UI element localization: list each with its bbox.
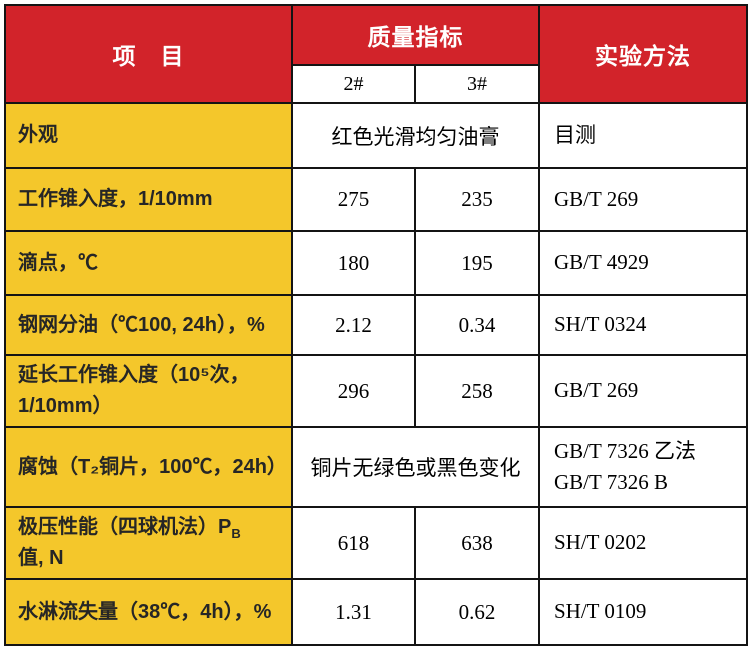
- row-corrosion: 腐蚀（T₂铜片，100℃，24h） 铜片无绿色或黑色变化 GB/T 7326 乙…: [4, 426, 748, 508]
- row-water-washout-label: 水淋流失量（38℃，4h），%: [4, 578, 293, 646]
- row-ep-performance-value-3: 638: [414, 506, 540, 580]
- row-prolonged-penetration-label: 延长工作锥入度（10⁵次，1/10mm）: [4, 354, 293, 428]
- row-corrosion-method-line2: GB/T 7326 B: [554, 470, 668, 494]
- header-item: 项 目: [4, 4, 293, 104]
- row-corrosion-method: GB/T 7326 乙法 GB/T 7326 B: [538, 426, 748, 508]
- row-penetration-label: 工作锥入度，1/10mm: [4, 167, 293, 232]
- header-grade-2: 2#: [291, 64, 416, 104]
- row-oil-separation-value-3: 0.34: [414, 294, 540, 356]
- row-penetration-value-3: 235: [414, 167, 540, 232]
- row-penetration-method: GB/T 269: [538, 167, 748, 232]
- row-corrosion-method-line1: GB/T 7326 乙法: [554, 438, 696, 463]
- row-oil-separation-value-2: 2.12: [291, 294, 416, 356]
- header-method: 实验方法: [538, 4, 748, 104]
- row-drop-point-method: GB/T 4929: [538, 230, 748, 296]
- row-corrosion-label: 腐蚀（T₂铜片，100℃，24h）: [4, 426, 293, 508]
- row-oil-separation-method: SH/T 0324: [538, 294, 748, 356]
- row-drop-point: 滴点，℃ 180 195 GB/T 4929: [4, 230, 748, 296]
- spec-table: 项 目 质量指标 实验方法 2# 3# 外观 红色光滑均匀油膏 目测 工作锥入度…: [4, 4, 748, 646]
- row-prolonged-penetration: 延长工作锥入度（10⁵次，1/10mm） 296 258 GB/T 269: [4, 354, 748, 428]
- row-drop-point-value-2: 180: [291, 230, 416, 296]
- header-grade-3: 3#: [414, 64, 540, 104]
- row-oil-separation-label: 钢网分油（℃100, 24h），%: [4, 294, 293, 356]
- row-water-washout-method: SH/T 0109: [538, 578, 748, 646]
- row-appearance-label: 外观: [4, 102, 293, 169]
- header-quality: 质量指标: [291, 4, 540, 66]
- row-water-washout-value-3: 0.62: [414, 578, 540, 646]
- row-prolonged-penetration-value-3: 258: [414, 354, 540, 428]
- row-penetration-value-2: 275: [291, 167, 416, 232]
- ep-label-subscript: B: [231, 526, 241, 541]
- ep-label-pre: 极压性能（四球机法）P: [18, 516, 232, 538]
- row-oil-separation: 钢网分油（℃100, 24h），% 2.12 0.34 SH/T 0324: [4, 294, 748, 356]
- row-appearance-method: 目测: [538, 102, 748, 169]
- header-grades-row: 2# 3#: [5, 64, 747, 104]
- row-water-washout: 水淋流失量（38℃，4h），% 1.31 0.62 SH/T 0109: [4, 578, 748, 646]
- row-drop-point-label: 滴点，℃: [4, 230, 293, 296]
- row-ep-performance-method: SH/T 0202: [538, 506, 748, 580]
- row-penetration: 工作锥入度，1/10mm 275 235 GB/T 269: [4, 167, 748, 232]
- row-ep-performance: 极压性能（四球机法）PB 值, N 618 638 SH/T 0202: [4, 506, 748, 580]
- row-appearance-value: 红色光滑均匀油膏: [291, 102, 540, 169]
- row-drop-point-value-3: 195: [414, 230, 540, 296]
- row-ep-performance-value-2: 618: [291, 506, 416, 580]
- row-corrosion-value: 铜片无绿色或黑色变化: [291, 426, 540, 508]
- header-row: 项 目 质量指标 实验方法: [4, 4, 748, 104]
- row-prolonged-penetration-value-2: 296: [291, 354, 416, 428]
- row-appearance: 外观 红色光滑均匀油膏 目测: [4, 102, 748, 169]
- row-water-washout-value-2: 1.31: [291, 578, 416, 646]
- row-ep-performance-label: 极压性能（四球机法）PB 值, N: [4, 506, 293, 580]
- ep-label-post: 值, N: [18, 547, 64, 569]
- row-prolonged-penetration-method: GB/T 269: [538, 354, 748, 428]
